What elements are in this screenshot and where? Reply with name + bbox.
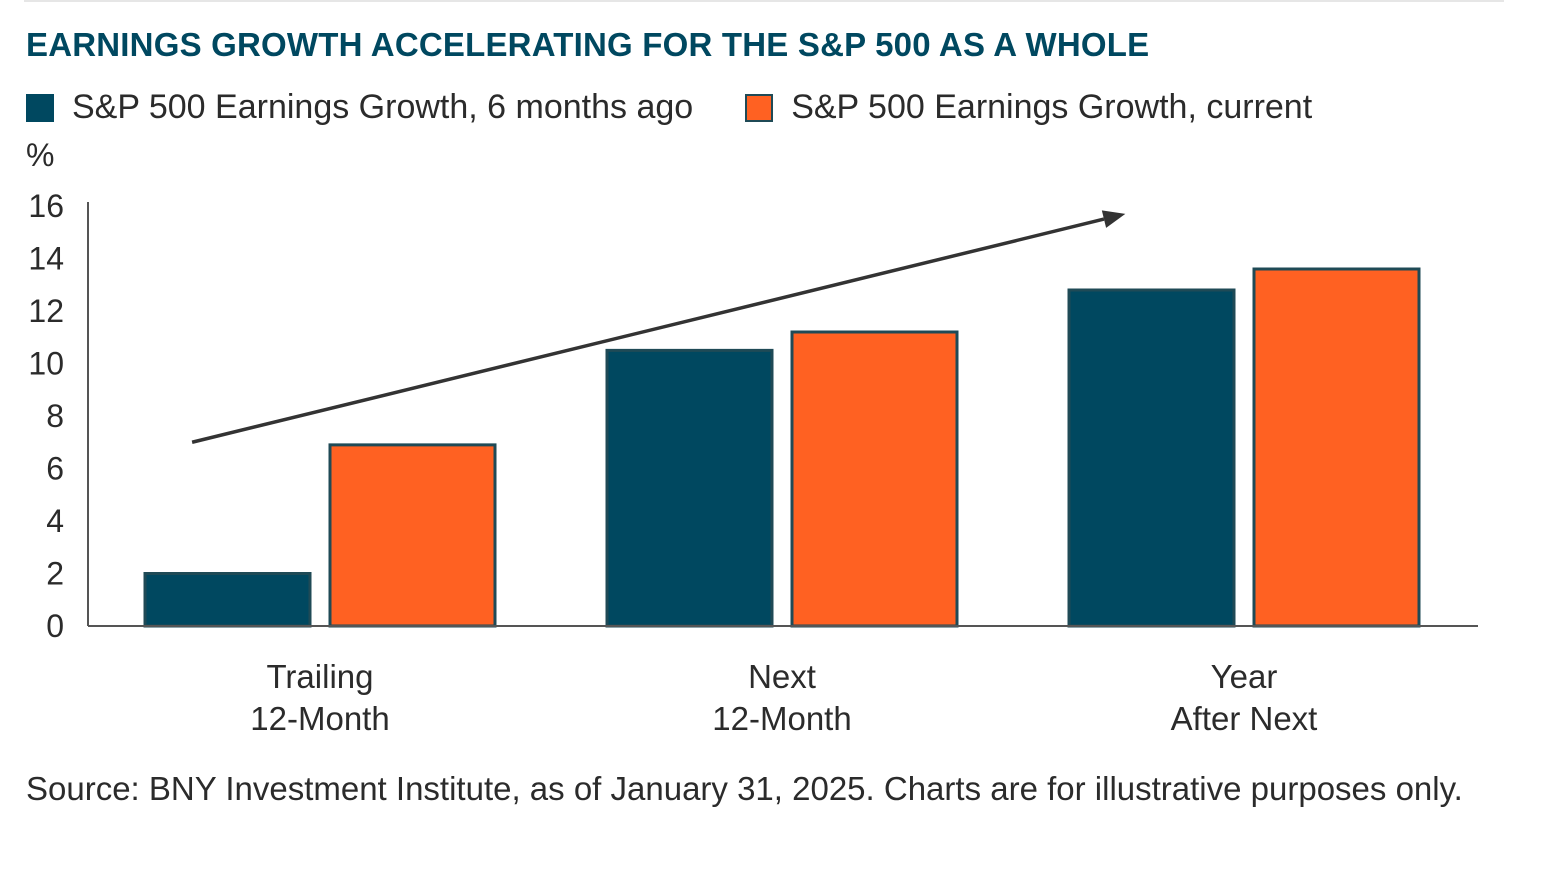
y-tick-label: 4 bbox=[46, 503, 64, 539]
legend-item-current: S&P 500 Earnings Growth, current bbox=[745, 88, 1312, 127]
y-tick-label: 0 bbox=[46, 608, 64, 644]
legend-swatch-6-months-ago bbox=[26, 93, 54, 122]
legend-item-6-months-ago: S&P 500 Earnings Growth, 6 months ago bbox=[26, 88, 693, 127]
annotations bbox=[191, 210, 1126, 444]
x-category-label: Year bbox=[1211, 658, 1278, 695]
y-tick-label: 12 bbox=[28, 293, 64, 329]
bar-chart: % 0 2 4 6 8 10 12 14 16 Trailing 12-Month Next 12-M… bbox=[26, 137, 1478, 737]
bar-6-months-ago-2 bbox=[605, 348, 774, 628]
x-category-label: 12-Month bbox=[250, 700, 389, 737]
trend-arrow-line bbox=[191, 217, 1105, 444]
bar-current-1 bbox=[328, 443, 497, 628]
axes bbox=[87, 202, 1478, 627]
source-note: Source: BNY Investment Institute, as of … bbox=[26, 770, 1463, 807]
x-category-label: 12-Month bbox=[712, 700, 851, 737]
legend-label-6-months-ago: S&P 500 Earnings Growth, 6 months ago bbox=[72, 88, 694, 126]
bar-current-2 bbox=[790, 330, 959, 628]
bar-6-months-ago-1 bbox=[143, 572, 312, 628]
x-category-label: Next bbox=[748, 658, 816, 695]
y-tick-label: 2 bbox=[46, 556, 64, 592]
y-tick-label: 8 bbox=[46, 398, 64, 434]
top-rule bbox=[24, 0, 1504, 2]
y-tick-label: 16 bbox=[28, 188, 64, 224]
y-axis-ticks: 0 2 4 6 8 10 12 14 16 bbox=[28, 188, 64, 644]
bar-6-months-ago-3 bbox=[1067, 288, 1236, 628]
chart-title: EARNINGS GROWTH ACCELERATING FOR THE S&P… bbox=[26, 26, 1150, 63]
legend-swatch-current bbox=[745, 93, 774, 122]
y-tick-label: 6 bbox=[46, 451, 64, 487]
x-axis-labels: Trailing 12-Month Next 12-Month Year After Ne… bbox=[250, 658, 1317, 737]
y-axis-unit-label: % bbox=[26, 137, 54, 173]
bar-current-3 bbox=[1252, 267, 1421, 628]
legend: S&P 500 Earnings Growth, 6 months ago S&… bbox=[26, 88, 1364, 127]
trend-arrow-head bbox=[1101, 210, 1126, 228]
y-tick-label: 14 bbox=[28, 241, 64, 277]
bars bbox=[143, 267, 1421, 628]
y-tick-label: 10 bbox=[28, 346, 64, 382]
x-category-label: After Next bbox=[1171, 700, 1318, 737]
x-category-label: Trailing bbox=[267, 658, 374, 695]
legend-label-current: S&P 500 Earnings Growth, current bbox=[791, 88, 1313, 126]
